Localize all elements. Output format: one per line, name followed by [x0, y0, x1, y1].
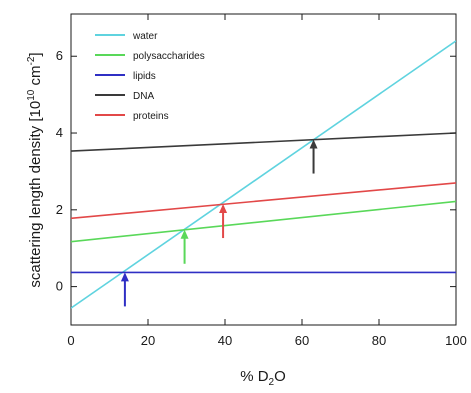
arrow-polysaccharides: [180, 229, 189, 264]
series-line-proteins: [71, 182, 456, 220]
x-tick-label: 0: [67, 333, 74, 348]
series-line-water: [71, 40, 456, 309]
legend-item-water: water: [95, 31, 158, 42]
series-layer: [71, 40, 456, 309]
legend-label: DNA: [133, 91, 154, 102]
x-tick-label: 100: [445, 333, 467, 348]
legend-item-dna: DNA: [95, 91, 154, 102]
x-tick-label: 60: [295, 333, 309, 348]
arrow-dna: [309, 139, 318, 174]
legend-label: proteins: [133, 111, 169, 122]
legend-item-polysaccharides: polysaccharides: [95, 51, 205, 62]
x-axis-title: % D2O: [240, 368, 286, 388]
legend-label: polysaccharides: [133, 51, 205, 62]
plot-area-frame: [70, 13, 457, 326]
legend-label: water: [132, 31, 158, 42]
axis-layer: 0 20 40 60 80 100 0 2 4 6: [56, 14, 467, 348]
legend-item-lipids: lipids: [95, 71, 156, 82]
legend-label: lipids: [133, 71, 156, 82]
y-tick-label: 0: [56, 279, 63, 294]
arrow-layer: [120, 139, 318, 307]
y-tick-label: 4: [56, 125, 63, 140]
legend: water polysaccharides lipids DNA proteins: [95, 31, 205, 122]
x-tick-label: 80: [372, 333, 386, 348]
y-tick-label: 6: [56, 48, 63, 63]
y-axis-title: scattering length density [1010 cm-2]: [26, 52, 44, 287]
x-tick-label: 20: [141, 333, 155, 348]
x-tick-label: 40: [218, 333, 232, 348]
arrow-lipids: [120, 272, 129, 307]
legend-item-proteins: proteins: [95, 111, 169, 122]
series-line-dna: [71, 132, 456, 152]
arrow-proteins: [219, 204, 228, 239]
series-line-polysaccharides: [71, 200, 456, 243]
y-tick-label: 2: [56, 202, 63, 217]
